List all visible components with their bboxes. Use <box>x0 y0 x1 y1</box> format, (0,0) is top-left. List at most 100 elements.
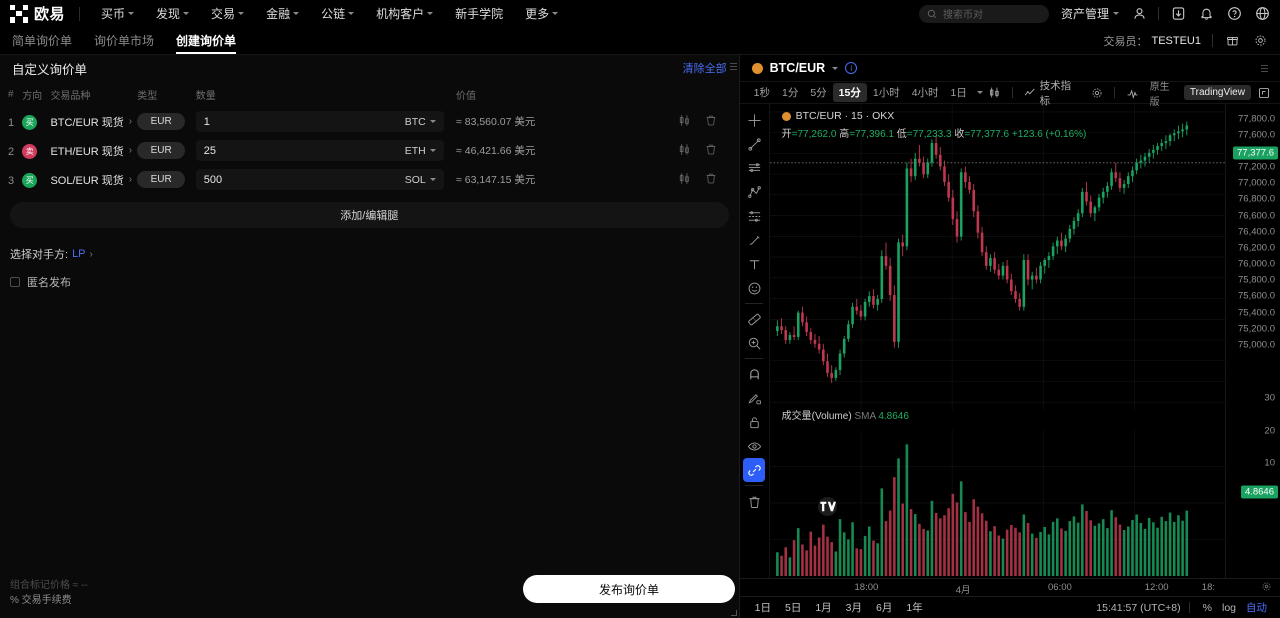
trendline-icon[interactable] <box>743 132 765 156</box>
timeframe-1s[interactable]: 1秒 <box>753 87 770 99</box>
globe-icon[interactable] <box>1254 6 1270 22</box>
nav-item-finance[interactable]: 金融 <box>255 0 310 27</box>
percent-scale-button[interactable]: % <box>1202 601 1212 614</box>
download-icon[interactable] <box>1170 6 1186 22</box>
native-version-button[interactable]: 原生版 <box>1149 81 1170 108</box>
checkbox-icon[interactable] <box>10 277 20 287</box>
crosshair-icon[interactable] <box>743 108 765 132</box>
resize-handle-icon[interactable] <box>730 610 737 616</box>
auto-scale-button[interactable]: 自动 <box>1246 602 1267 614</box>
chart-grip-icon[interactable] <box>1261 64 1268 72</box>
chevron-down-icon[interactable] <box>832 66 839 70</box>
nav-item-more[interactable]: 更多 <box>514 0 569 27</box>
delete-icon[interactable] <box>705 114 717 129</box>
ruler-icon[interactable] <box>743 307 765 331</box>
type-pill[interactable]: EUR <box>137 113 186 130</box>
quantity-field[interactable]: BTC <box>195 111 444 132</box>
horizontal-lines-icon[interactable] <box>743 156 765 180</box>
chart-settings-gear-icon[interactable] <box>1086 87 1108 99</box>
quantity-input[interactable] <box>203 173 405 186</box>
range-1m[interactable]: 1月 <box>815 602 832 614</box>
search-input[interactable]: 搜索币对 <box>918 4 1049 23</box>
range-6m[interactable]: 6月 <box>876 602 893 614</box>
direction-badge[interactable]: 买 <box>22 172 38 188</box>
user-icon[interactable] <box>1131 6 1147 22</box>
help-icon[interactable] <box>1226 6 1242 22</box>
chevron-down-icon[interactable] <box>976 91 983 94</box>
price-chart-plot[interactable]: BTC/EUR · 15 · OKX 开=77,262.0 高=77,396.1… <box>769 104 1225 578</box>
magnet-icon[interactable] <box>743 362 765 386</box>
assets-management-menu[interactable]: 资产管理 <box>1061 5 1119 22</box>
okx-logo[interactable]: 欧易 <box>10 3 65 24</box>
nav-item-discover[interactable]: 发现 <box>145 0 200 27</box>
delete-icon[interactable] <box>705 143 717 158</box>
quantity-field[interactable]: ETH <box>195 140 444 161</box>
delete-icon[interactable] <box>705 172 717 187</box>
direction-badge[interactable]: 买 <box>22 114 38 130</box>
lock-icon[interactable] <box>743 410 765 434</box>
link-icon[interactable] <box>743 458 766 482</box>
zoom-icon[interactable] <box>743 331 765 355</box>
type-pill[interactable]: EUR <box>137 171 186 188</box>
fib-icon[interactable] <box>743 204 765 228</box>
time-axis[interactable]: 18:00 4月 06:00 12:00 18: <box>739 578 1280 596</box>
time-settings-icon[interactable] <box>1261 581 1272 595</box>
panel-grip-icon[interactable] <box>729 63 737 70</box>
range-1d[interactable]: 1日 <box>754 602 771 614</box>
tab-simple-rfq[interactable]: 简单询价单 <box>12 33 73 48</box>
timeframe-1d[interactable]: 1日 <box>950 87 967 99</box>
range-5d[interactable]: 5日 <box>784 602 802 614</box>
nav-item-institutional[interactable]: 机构客户 <box>365 0 444 27</box>
tradingview-button[interactable]: TradingView <box>1183 85 1251 100</box>
tab-create-rfq[interactable]: 创建询价单 <box>176 32 237 54</box>
timeframe-15m[interactable]: 15分 <box>832 83 867 102</box>
type-pill[interactable]: EUR <box>137 142 186 159</box>
symbol-selector[interactable]: BTC/EUR 现货 › <box>50 114 137 130</box>
brush-icon[interactable] <box>743 228 765 252</box>
nav-item-chain[interactable]: 公链 <box>310 0 365 27</box>
unit-selector[interactable]: SOL <box>405 174 436 186</box>
chart-type-icon[interactable] <box>983 86 1006 99</box>
counterparty-selector[interactable]: 选择对手方: LP › <box>10 246 739 262</box>
fullscreen-icon[interactable] <box>1257 85 1272 101</box>
gift-icon[interactable] <box>1224 33 1240 49</box>
publish-rfq-button[interactable]: 发布询价单 <box>523 575 735 603</box>
quantity-field[interactable]: SOL <box>195 169 444 190</box>
compare-icon[interactable] <box>1121 86 1144 99</box>
text-icon[interactable] <box>743 252 765 276</box>
nav-item-buy[interactable]: 买币 <box>90 0 145 27</box>
symbol-selector[interactable]: ETH/EUR 现货 › <box>50 143 137 159</box>
pitchfork-icon[interactable] <box>743 180 765 204</box>
quantity-input[interactable] <box>203 144 405 157</box>
bell-icon[interactable] <box>1198 6 1214 22</box>
range-1y[interactable]: 1年 <box>906 602 923 614</box>
timeframe-1m[interactable]: 1分 <box>781 87 799 99</box>
log-scale-button[interactable]: log <box>1221 601 1236 614</box>
tab-rfq-market[interactable]: 询价单市场 <box>94 33 155 48</box>
clear-all-button[interactable]: 清除全部 <box>682 63 727 75</box>
unit-selector[interactable]: ETH <box>405 145 436 157</box>
direction-badge[interactable]: 卖 <box>22 143 38 159</box>
emoji-icon[interactable] <box>743 276 765 300</box>
trash-icon[interactable] <box>743 489 765 513</box>
indicators-button[interactable]: 技术指标 <box>1019 78 1086 108</box>
quantity-input[interactable] <box>203 115 405 128</box>
counterparty-value[interactable]: LP <box>72 248 86 260</box>
timeframe-5m[interactable]: 5分 <box>810 87 827 99</box>
eye-icon[interactable] <box>743 434 765 458</box>
add-edit-leg-button[interactable]: 添加/编辑腿 <box>10 202 729 228</box>
anonymous-publish-checkbox[interactable]: 匿名发布 <box>10 274 739 290</box>
candlestick-icon[interactable] <box>678 114 691 130</box>
candlestick-icon[interactable] <box>678 172 691 188</box>
nav-item-academy[interactable]: 新手学院 <box>444 0 514 27</box>
info-icon[interactable]: i <box>845 62 858 74</box>
candlestick-icon[interactable] <box>678 143 691 159</box>
pencil-lock-icon[interactable] <box>743 386 765 410</box>
range-3m[interactable]: 3月 <box>845 602 863 614</box>
unit-selector[interactable]: BTC <box>405 116 436 128</box>
timeframe-4h[interactable]: 4小时 <box>911 87 939 99</box>
symbol-selector[interactable]: SOL/EUR 现货 › <box>50 172 137 188</box>
timeframe-1h[interactable]: 1小时 <box>872 87 900 99</box>
gear-icon[interactable] <box>1252 33 1268 49</box>
nav-item-trade[interactable]: 交易 <box>200 0 255 27</box>
